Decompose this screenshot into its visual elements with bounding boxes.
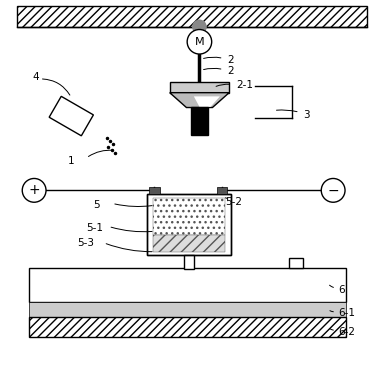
Bar bbox=[191, 107, 208, 135]
Text: 2-1: 2-1 bbox=[236, 80, 253, 90]
Polygon shape bbox=[194, 97, 220, 107]
Bar bbox=[153, 198, 225, 235]
Text: 2: 2 bbox=[227, 66, 234, 77]
Circle shape bbox=[187, 29, 212, 54]
Polygon shape bbox=[49, 97, 93, 136]
Bar bbox=[147, 194, 231, 255]
Bar bbox=[153, 235, 225, 251]
Bar bbox=[170, 82, 229, 93]
Text: 6: 6 bbox=[339, 285, 345, 294]
Text: 3: 3 bbox=[303, 110, 310, 120]
Text: 5-3: 5-3 bbox=[77, 239, 94, 248]
Circle shape bbox=[22, 178, 46, 202]
Text: 5-2: 5-2 bbox=[225, 196, 242, 207]
Text: +: + bbox=[28, 183, 40, 197]
Bar bbox=[217, 187, 227, 194]
Circle shape bbox=[193, 20, 206, 34]
Text: 2: 2 bbox=[227, 55, 234, 65]
Text: 1: 1 bbox=[68, 156, 74, 166]
Text: M: M bbox=[195, 37, 204, 47]
Text: 5: 5 bbox=[94, 200, 100, 210]
Bar bbox=[28, 317, 346, 337]
Bar bbox=[28, 268, 346, 302]
Polygon shape bbox=[170, 93, 229, 107]
Text: 4: 4 bbox=[32, 72, 39, 82]
Bar bbox=[184, 255, 194, 270]
Bar bbox=[17, 6, 367, 27]
Text: −: − bbox=[327, 183, 339, 197]
Bar bbox=[28, 302, 346, 317]
Text: 6-1: 6-1 bbox=[339, 308, 356, 318]
Bar bbox=[147, 194, 231, 255]
Circle shape bbox=[321, 178, 345, 202]
Text: 5-1: 5-1 bbox=[86, 222, 103, 233]
Bar bbox=[149, 187, 160, 194]
Text: 6-2: 6-2 bbox=[339, 326, 356, 337]
Bar bbox=[288, 258, 303, 268]
